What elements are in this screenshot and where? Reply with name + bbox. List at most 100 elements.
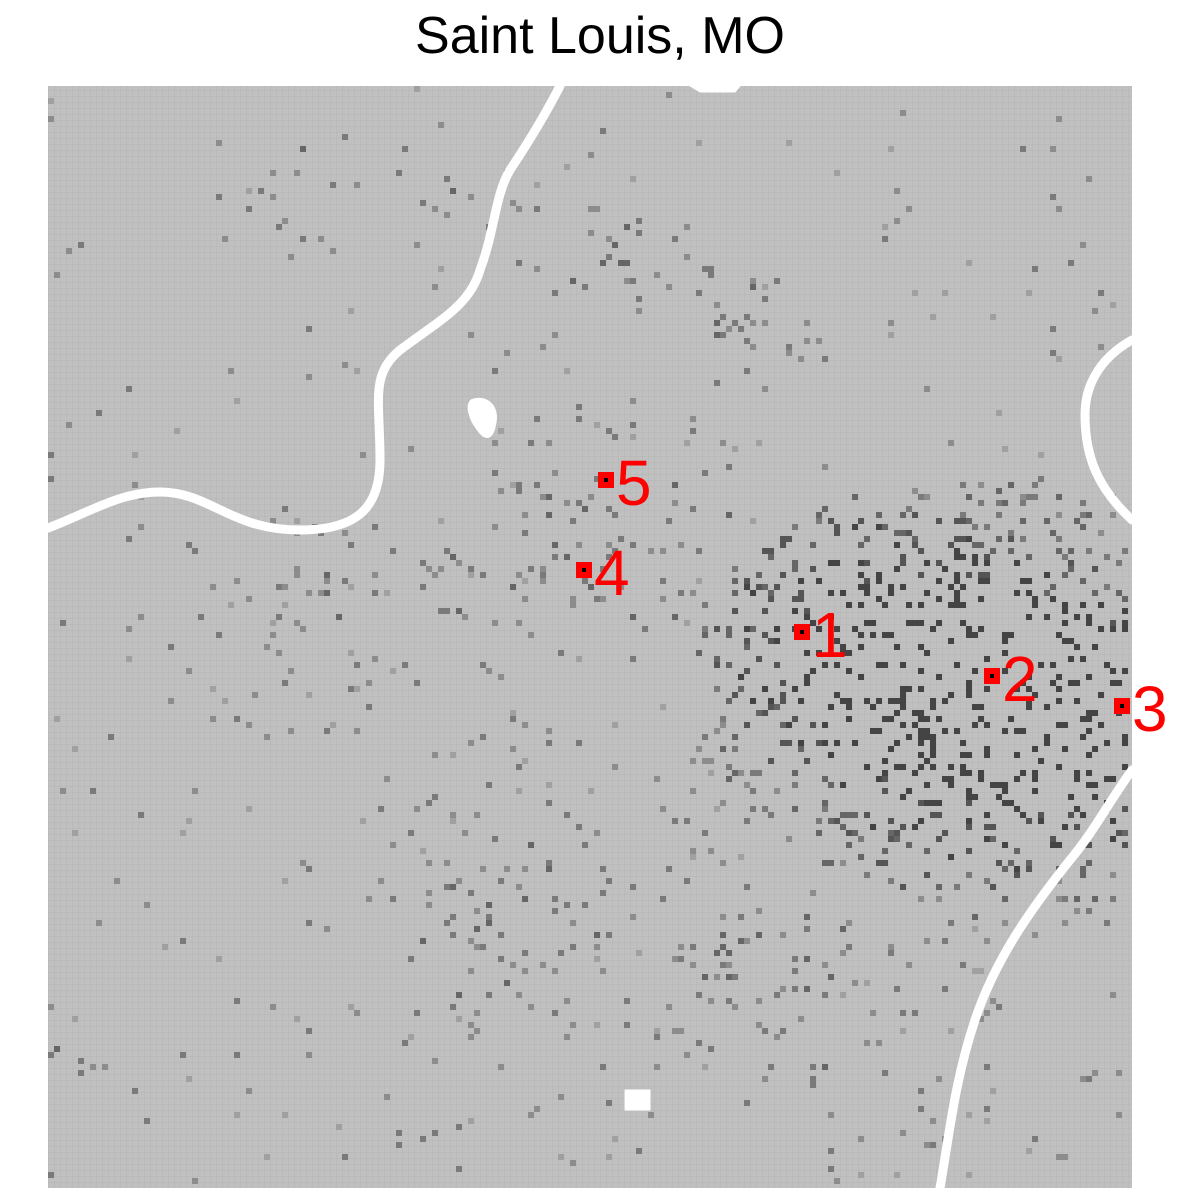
density-cell <box>468 194 474 200</box>
density-cell <box>936 884 942 890</box>
density-cell <box>288 728 294 734</box>
density-cell <box>522 896 528 902</box>
density-cell <box>738 686 744 692</box>
density-cell <box>930 1142 936 1148</box>
density-cell <box>894 530 900 536</box>
density-cell <box>1092 1070 1098 1076</box>
density-cell <box>858 572 864 578</box>
density-cell <box>954 884 960 890</box>
density-cell <box>630 278 636 284</box>
density-cell <box>294 170 300 176</box>
mississippi-river-north <box>1080 335 1132 525</box>
density-cell <box>444 920 450 926</box>
density-cell <box>744 638 750 644</box>
density-cell <box>420 938 426 944</box>
density-cell <box>432 206 438 212</box>
density-cell <box>234 1052 240 1058</box>
density-cell <box>990 548 996 554</box>
density-cell <box>1056 1154 1062 1160</box>
density-cell <box>906 530 912 536</box>
density-cell <box>1032 494 1038 500</box>
density-cell <box>1122 608 1128 614</box>
density-cell <box>930 1118 936 1124</box>
density-cell <box>918 710 924 716</box>
density-cell <box>336 1124 342 1130</box>
density-cell <box>732 1004 738 1010</box>
density-cell <box>918 644 924 650</box>
density-cell <box>810 620 816 626</box>
density-cell <box>414 86 420 92</box>
marker-1-center <box>800 630 804 634</box>
density-cell <box>864 1040 870 1046</box>
density-cell <box>726 662 732 668</box>
density-cell <box>750 344 756 350</box>
density-cell <box>192 1178 198 1184</box>
density-cell <box>576 500 582 506</box>
density-cell <box>450 752 456 758</box>
density-cell <box>1110 680 1116 686</box>
density-cell <box>1008 548 1014 554</box>
density-cell <box>510 746 516 752</box>
density-cell <box>444 884 450 890</box>
density-cell <box>1008 800 1014 806</box>
density-cell <box>420 848 426 854</box>
density-cell <box>1104 554 1110 560</box>
density-cell <box>546 494 552 500</box>
density-cell <box>468 938 474 944</box>
density-cell <box>522 758 528 764</box>
density-cell <box>1068 794 1074 800</box>
density-cell <box>864 590 870 596</box>
density-cell <box>888 830 894 836</box>
density-cell <box>870 824 876 830</box>
density-cell <box>786 344 792 350</box>
density-cell <box>450 914 456 920</box>
density-cell <box>426 566 432 572</box>
density-cell <box>1092 566 1098 572</box>
density-cell <box>516 620 522 626</box>
density-cell <box>636 1148 642 1154</box>
density-cell <box>588 584 594 590</box>
density-cell <box>1056 116 1062 122</box>
density-cell <box>960 512 966 518</box>
density-cell <box>534 1106 540 1112</box>
density-cell <box>450 554 456 560</box>
density-cell <box>954 662 960 668</box>
density-cell <box>960 752 966 758</box>
density-cell <box>678 1028 684 1034</box>
density-cell <box>360 452 366 458</box>
density-cell <box>984 1010 990 1016</box>
density-cell <box>222 698 228 704</box>
density-cell <box>234 1112 240 1118</box>
density-cell <box>744 1100 750 1106</box>
density-cell <box>270 1004 276 1010</box>
density-cell <box>342 578 348 584</box>
density-cell <box>930 800 936 806</box>
density-cell <box>1050 842 1056 848</box>
density-cell <box>876 662 882 668</box>
density-cell <box>1056 842 1062 848</box>
density-cell <box>930 746 936 752</box>
density-cell <box>1008 482 1014 488</box>
density-cell <box>930 314 936 320</box>
density-cell <box>1014 752 1020 758</box>
density-cell <box>1092 782 1098 788</box>
density-cell <box>438 122 444 128</box>
density-cell <box>870 1010 876 1016</box>
density-cell <box>954 536 960 542</box>
density-cell <box>702 734 708 740</box>
density-cell <box>1110 776 1116 782</box>
density-cell <box>1050 326 1056 332</box>
density-cell <box>468 1022 474 1028</box>
density-cell <box>966 872 972 878</box>
density-cell <box>918 728 924 734</box>
density-cell <box>738 770 744 776</box>
density-cell <box>630 434 636 440</box>
density-cell <box>1050 530 1056 536</box>
density-cell <box>858 674 864 680</box>
density-cell <box>846 668 852 674</box>
density-cell <box>900 554 906 560</box>
density-cell <box>960 602 966 608</box>
density-cell <box>828 590 834 596</box>
density-cell <box>882 716 888 722</box>
